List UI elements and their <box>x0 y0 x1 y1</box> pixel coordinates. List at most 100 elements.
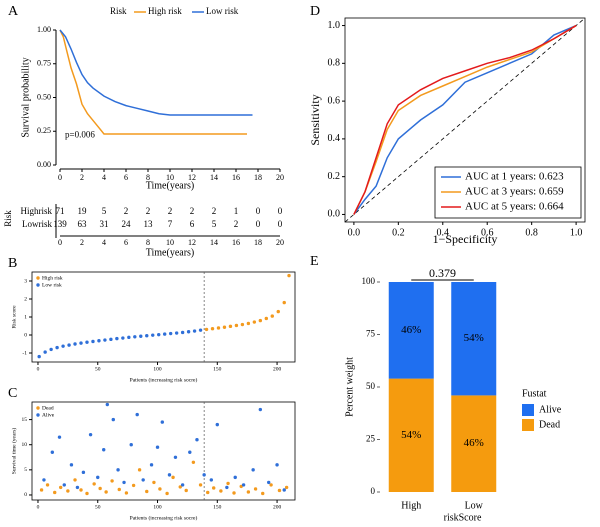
legend-label: High risk <box>42 275 63 281</box>
risk-table-cell: 0 <box>278 206 283 216</box>
point <box>191 460 196 465</box>
legend-swatch <box>36 406 40 410</box>
point <box>277 488 282 493</box>
risk-table-cell: 31 <box>100 219 109 229</box>
table-x-tick-label: 16 <box>232 238 240 247</box>
point <box>69 463 74 467</box>
point <box>61 344 65 348</box>
point <box>66 489 70 493</box>
point <box>141 478 145 482</box>
panel-letter: C <box>8 386 17 401</box>
bar-value-label: 54% <box>464 332 484 344</box>
point <box>157 332 161 337</box>
risk-table-cell: 2 <box>212 206 217 216</box>
bar-segment <box>388 282 434 379</box>
point <box>81 470 86 475</box>
point <box>219 489 223 493</box>
x-axis-label: riskScore <box>444 512 482 523</box>
risk-table-cell: 2 <box>146 206 151 216</box>
panel-letter: E <box>310 254 319 269</box>
point <box>180 483 185 487</box>
point <box>178 485 182 489</box>
point <box>206 490 210 495</box>
point <box>202 473 206 477</box>
legend-label: AUC at 3 years: 0.659 <box>465 186 564 198</box>
y-tick-label: 10 <box>22 442 28 448</box>
legend-label: Alive <box>42 412 55 418</box>
legend-label: Alive <box>539 404 562 415</box>
y-tick-label: 3 <box>24 278 27 284</box>
point <box>204 327 209 332</box>
x-tick-label: 100 <box>153 367 162 373</box>
y-tick-label: 0 <box>371 486 376 496</box>
plot-frame <box>31 271 296 363</box>
x-tick-label: 150 <box>213 367 222 373</box>
risk-table-cell: 5 <box>102 206 107 216</box>
risk-table-cell: 1 <box>234 206 239 216</box>
y-tick-label: 15 <box>22 417 28 423</box>
point <box>53 490 57 495</box>
point <box>145 489 149 494</box>
point <box>267 480 271 485</box>
x-tick-label: 14 <box>210 173 218 182</box>
point <box>127 335 131 340</box>
x-axis-label: Patients (increasing risk socre) <box>130 514 198 521</box>
point <box>133 335 137 339</box>
x-tick-label: 6 <box>124 173 128 182</box>
risk-table-cell: 2 <box>234 219 239 229</box>
point <box>92 482 96 486</box>
y-tick-label: 0.8 <box>328 58 341 69</box>
point <box>233 475 237 480</box>
curve <box>59 29 247 135</box>
panel-letter: A <box>8 4 19 19</box>
point <box>85 340 89 344</box>
risk-table-cell: 63 <box>78 219 88 229</box>
point <box>110 479 114 483</box>
y-tick-label: 0.25 <box>37 126 51 135</box>
table-x-axis-label: Time(years) <box>146 247 195 258</box>
x-tick-label: 1.0 <box>570 227 583 238</box>
point <box>50 450 55 454</box>
y-tick-label: 0.2 <box>328 171 341 182</box>
point <box>158 487 162 491</box>
point <box>168 331 173 336</box>
legend-title: Fustat <box>522 388 547 399</box>
point <box>171 475 175 480</box>
risk-table-cell: 2 <box>124 206 129 216</box>
point <box>232 491 236 495</box>
point <box>180 330 185 335</box>
legend-title: Risk <box>110 6 127 16</box>
x-tick-label: 0 <box>58 173 62 182</box>
point <box>73 342 77 346</box>
point <box>186 330 191 334</box>
point <box>152 480 156 485</box>
x-tick-label: 50 <box>95 367 101 373</box>
legend-label: Dead <box>42 405 54 411</box>
point <box>39 488 44 492</box>
curve <box>353 24 577 215</box>
point <box>45 483 50 487</box>
point <box>105 402 110 407</box>
point <box>173 455 178 459</box>
curve <box>59 29 253 116</box>
risk-table-cell: 71 <box>56 206 65 216</box>
point <box>282 300 286 305</box>
point <box>270 314 274 318</box>
point <box>240 322 245 327</box>
legend-label: High risk <box>148 6 182 16</box>
risk-table-cell: 13 <box>144 219 154 229</box>
y-tick-label: 75 <box>366 329 376 339</box>
y-tick-label: 0.75 <box>37 59 51 68</box>
x-axis-label: 1−Specificity <box>433 232 498 246</box>
point <box>103 338 107 342</box>
panel-letter: B <box>8 256 17 271</box>
point <box>209 478 214 482</box>
point <box>284 485 289 490</box>
point <box>234 323 239 328</box>
risk-table-cell: 7 <box>168 219 173 229</box>
legend-label: AUC at 1 years: 0.623 <box>465 171 564 183</box>
x-tick-label: 0.8 <box>525 227 538 238</box>
point <box>135 412 139 417</box>
risk-table-cell: 19 <box>78 206 88 216</box>
